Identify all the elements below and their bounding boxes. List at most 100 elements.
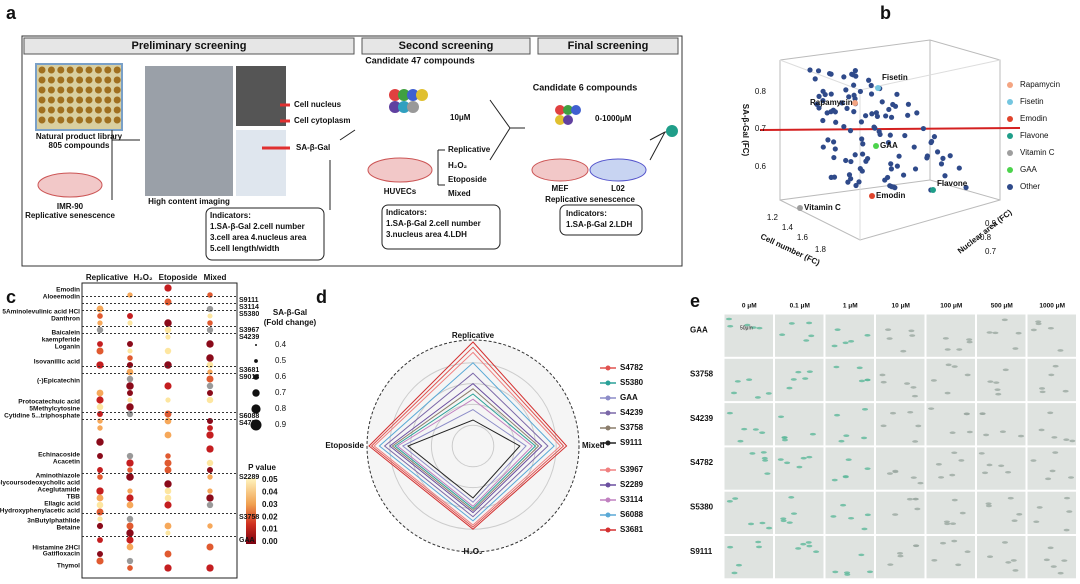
dot (96, 494, 104, 502)
radar-line (383, 372, 549, 518)
cell-stain (784, 461, 791, 465)
label: Indicators: (386, 208, 427, 217)
well (57, 86, 65, 94)
legend-label: 0.02 (262, 512, 278, 521)
cell-stain (949, 431, 956, 435)
micrograph (875, 446, 926, 491)
radar-line (396, 398, 534, 507)
cell-stain (907, 410, 914, 414)
cell-stain (978, 452, 985, 455)
well (113, 76, 121, 84)
well (85, 66, 93, 74)
label: 805 compounds (49, 141, 110, 150)
marker-label: S3681 (239, 367, 259, 374)
cell-stain (813, 550, 820, 554)
legend-label: 0.04 (262, 488, 278, 497)
tick-label: 1.8 (815, 245, 827, 254)
section-header: Second screening (399, 40, 494, 52)
cell-stain (806, 370, 813, 373)
row-label: kaempferide (42, 337, 81, 344)
point (841, 74, 847, 80)
dot (96, 403, 104, 411)
dot (96, 361, 104, 369)
compound-ball (389, 101, 401, 113)
point (938, 161, 945, 167)
marker-label: GAA (239, 537, 255, 544)
cell-stain (1043, 558, 1050, 562)
micrograph (824, 490, 875, 536)
cell-stain (913, 544, 920, 547)
legend-swatch (605, 380, 611, 386)
point-label: GAA (880, 141, 898, 150)
size-swatch (250, 419, 262, 431)
point (890, 101, 896, 108)
cell-stain (964, 550, 971, 554)
dot (96, 501, 104, 509)
cell-stain (856, 366, 863, 370)
cell-stain (914, 507, 921, 511)
dot (164, 550, 172, 558)
cell-stain (951, 451, 958, 455)
point (879, 99, 885, 105)
legend-label: 0.8 (275, 404, 287, 413)
point-label: Vitamin C (804, 203, 841, 212)
point (929, 138, 935, 145)
cell-stain (858, 553, 865, 557)
axis-label: Mixed (582, 441, 605, 450)
point (852, 96, 858, 102)
cell-stain (731, 571, 738, 575)
cell-stain (1069, 439, 1076, 443)
legend-label: Other (1020, 182, 1040, 191)
highlight-point (873, 143, 879, 149)
micrograph (774, 535, 825, 580)
connector (329, 129, 356, 210)
label: Cell nucleus (294, 100, 342, 109)
section-header: Final screening (568, 40, 649, 52)
cell-stain (727, 545, 734, 549)
cell-stain (806, 544, 813, 548)
label: 1.SA-β-Gal 2.LDH (566, 220, 632, 229)
size-swatch (252, 389, 260, 397)
label: (Fold change) (264, 318, 317, 327)
cell-stain (1007, 496, 1014, 500)
dot (206, 375, 214, 383)
cell-stain (1035, 320, 1042, 323)
cell-stain (1012, 569, 1019, 572)
compound-ball (571, 105, 581, 115)
point (812, 76, 818, 82)
cell-stain (1030, 328, 1037, 332)
cell-stain (727, 324, 734, 328)
dot (164, 417, 172, 425)
row-label: 5Aminolevulinic acid HCl (2, 309, 80, 316)
row-label: Acacetin (53, 459, 80, 466)
cell-stain (1050, 565, 1057, 568)
dot (126, 543, 134, 551)
cell-stain (760, 451, 767, 454)
legend-swatch (605, 467, 611, 473)
cell-stain (930, 379, 937, 382)
micrograph (976, 402, 1027, 447)
dot (164, 284, 172, 292)
cell-stain (766, 526, 773, 530)
cell-stain (866, 570, 873, 574)
cell-stain (1049, 469, 1056, 473)
header-box (361, 37, 531, 55)
cell-stain (777, 458, 784, 461)
cell-stain (986, 331, 993, 334)
micrograph (875, 402, 926, 447)
point (883, 113, 889, 119)
dot (206, 396, 214, 404)
scatter-cloud (807, 67, 969, 193)
point (839, 100, 845, 106)
well (94, 106, 102, 114)
label: Candidate 6 compounds (533, 82, 638, 92)
dot (126, 501, 134, 509)
dot (126, 515, 134, 523)
well (57, 66, 65, 74)
cell-stain (778, 415, 785, 419)
highlight-point (875, 85, 881, 91)
scale-bar-label: 50μm (740, 325, 753, 331)
cell-stain (780, 519, 787, 523)
cell-stain (748, 522, 755, 526)
indicator-box (381, 204, 501, 250)
